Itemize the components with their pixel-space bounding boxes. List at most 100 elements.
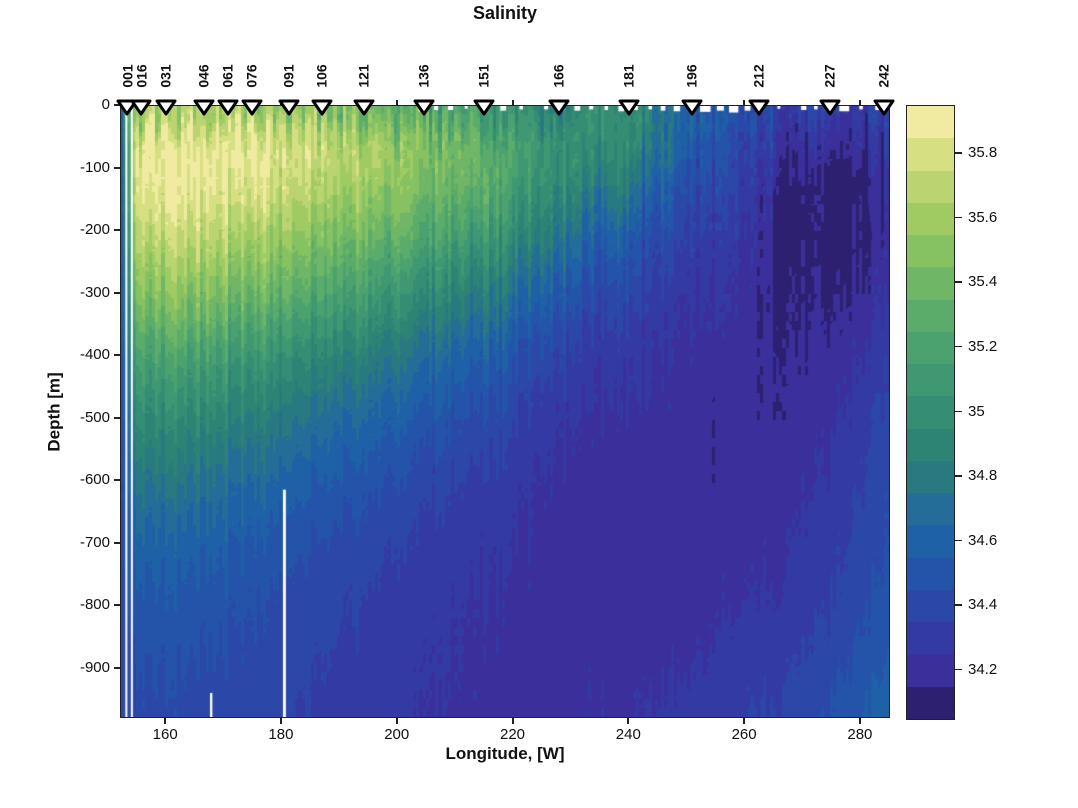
y-axis-label: Depth [m] xyxy=(45,371,65,452)
y-tick-label: -800 xyxy=(79,596,110,614)
station-label: 212 xyxy=(750,64,767,88)
x-tick-label: 160 xyxy=(152,726,178,743)
station-marker-triangle-icon xyxy=(679,96,705,118)
station-marker-triangle-icon xyxy=(114,96,140,118)
station-label: 196 xyxy=(684,64,701,88)
colorbar-tick xyxy=(955,604,962,606)
y-tick-label: -200 xyxy=(79,221,110,239)
station-marker-triangle-icon xyxy=(276,96,302,118)
x-tick-top xyxy=(743,100,746,105)
colorbar-band xyxy=(907,686,954,719)
colorbar-band xyxy=(907,460,954,493)
y-tick-label: -400 xyxy=(79,346,110,364)
colorbar-band xyxy=(907,299,954,332)
colorbar-band xyxy=(907,622,954,655)
colorbar-tick-label: 35.4 xyxy=(968,273,998,291)
colorbar-band xyxy=(907,106,954,139)
x-tick xyxy=(395,718,398,724)
y-tick xyxy=(114,541,120,544)
x-tick-label: 280 xyxy=(847,726,873,743)
y-tick xyxy=(114,479,120,482)
station-label: 181 xyxy=(621,64,638,88)
y-tick xyxy=(114,104,120,106)
salinity-heatmap xyxy=(120,105,890,718)
y-tick-label: -600 xyxy=(79,471,110,489)
x-tick-label: 240 xyxy=(615,726,641,743)
station-marker-triangle-icon xyxy=(215,96,241,118)
x-axis-label: Longitude, [W] xyxy=(445,744,565,763)
station-marker-triangle-icon xyxy=(239,96,265,118)
x-tick xyxy=(627,718,630,724)
colorbar-tick-label: 34.2 xyxy=(968,660,998,678)
y-tick xyxy=(114,166,120,169)
colorbar-tick xyxy=(955,152,962,154)
colorbar-band xyxy=(907,557,954,590)
x-tick-label: 220 xyxy=(500,726,526,743)
colorbar-band xyxy=(907,525,954,558)
colorbar-band xyxy=(907,170,954,203)
station-marker-triangle-icon xyxy=(546,96,572,118)
x-tick xyxy=(511,718,514,724)
colorbar-band xyxy=(907,202,954,235)
x-tick xyxy=(858,718,861,724)
x-tick-label: 200 xyxy=(384,726,410,743)
colorbar xyxy=(906,105,955,720)
station-label: 016 xyxy=(133,64,150,88)
station-label: 242 xyxy=(875,64,892,88)
chart-title: Salinity xyxy=(472,3,538,23)
y-tick xyxy=(114,666,120,669)
colorbar-band xyxy=(907,267,954,300)
y-tick-label: -900 xyxy=(79,658,110,676)
x-tick-top xyxy=(511,100,514,105)
y-tick-label: -100 xyxy=(79,158,110,176)
colorbar-band xyxy=(907,331,954,364)
colorbar-tick-label: 35.8 xyxy=(968,144,998,162)
colorbar-tick xyxy=(955,410,962,412)
station-label: 106 xyxy=(314,64,331,88)
colorbar-tick xyxy=(955,475,962,477)
y-axis-label-wrap: Depth [m] xyxy=(42,105,68,718)
y-tick xyxy=(114,229,120,232)
station-label: 166 xyxy=(551,64,568,88)
colorbar-tick-label: 35.6 xyxy=(968,208,998,226)
colorbar-band xyxy=(907,493,954,526)
colorbar-band xyxy=(907,138,954,171)
colorbar-tick xyxy=(955,216,962,219)
x-tick xyxy=(279,718,282,724)
station-label: 076 xyxy=(244,64,261,88)
station-label: 091 xyxy=(281,64,298,88)
station-marker-triangle-icon xyxy=(746,96,772,118)
x-tick-label: 260 xyxy=(731,726,757,743)
station-marker-triangle-icon xyxy=(471,96,497,118)
y-tick xyxy=(114,354,120,357)
colorbar-tick xyxy=(955,281,962,283)
colorbar-band xyxy=(907,396,954,429)
colorbar-tick xyxy=(955,345,962,348)
y-tick-label: -500 xyxy=(79,408,110,426)
colorbar-tick-label: 34.4 xyxy=(968,596,998,614)
station-marker-triangle-icon xyxy=(871,96,897,118)
colorbar-tick-label: 35.2 xyxy=(968,337,998,355)
x-tick-top xyxy=(395,100,398,105)
colorbar-tick-label: 35 xyxy=(968,402,985,420)
station-label: 136 xyxy=(416,64,433,88)
x-tick-label: 180 xyxy=(268,726,294,743)
station-marker-triangle-icon xyxy=(153,96,179,118)
station-label: 031 xyxy=(158,64,175,88)
x-tick-top xyxy=(858,100,861,105)
y-tick xyxy=(114,604,120,607)
station-marker-triangle-icon xyxy=(191,96,217,118)
station-marker-triangle-icon xyxy=(351,96,377,118)
x-tick xyxy=(743,718,746,724)
colorbar-tick-label: 34.6 xyxy=(968,531,998,549)
colorbar-band xyxy=(907,235,954,268)
x-tick xyxy=(164,718,167,724)
colorbar-tick xyxy=(955,539,962,542)
station-label: 227 xyxy=(821,64,838,88)
colorbar-band xyxy=(907,589,954,622)
y-tick-label: -300 xyxy=(79,283,110,301)
y-tick xyxy=(114,291,120,294)
station-label: 121 xyxy=(356,64,373,88)
colorbar-band xyxy=(907,364,954,397)
